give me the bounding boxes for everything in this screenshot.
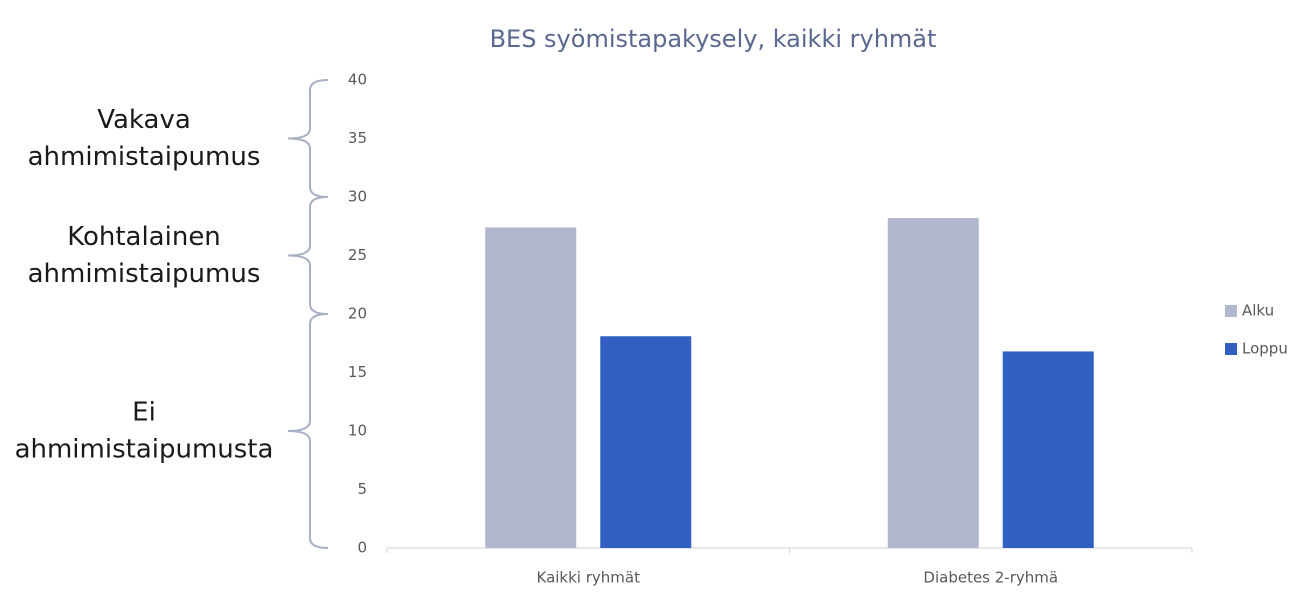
x-tick-label: Diabetes 2-ryhmä [923,569,1058,587]
y-tick-label: 5 [357,480,367,498]
y-tick-label: 20 [348,305,367,323]
brace [287,313,329,549]
bar [887,218,979,548]
y-tick-label: 0 [357,539,367,557]
annotation-label: ahmimistaipumus [28,142,261,172]
brace [287,196,329,315]
y-tick-label: 25 [348,246,367,264]
legend-swatch [1225,305,1237,317]
bar [1002,351,1094,548]
y-tick-label: 10 [348,422,367,440]
y-tick-label: 40 [348,71,367,89]
brace [287,79,329,198]
chart-title: BES syömistapakysely, kaikki ryhmät [490,25,937,53]
legend-swatch [1225,343,1237,355]
legend-label: Loppu [1242,340,1288,358]
annotation-label: ahmimistaipumus [28,259,261,289]
x-tick-label: Kaikki ryhmät [537,569,641,587]
annotation-label: Ei [132,398,156,428]
annotation-label: Kohtalainen [67,222,221,252]
bar [485,227,577,549]
y-tick-label: 30 [348,188,367,206]
y-tick-label: 15 [348,363,367,381]
annotation-label: Vakava [97,105,191,135]
bar [600,336,692,548]
annotation-label: ahmimistaipumusta [15,435,274,465]
y-tick-label: 35 [348,129,367,147]
legend-label: Alku [1242,302,1274,320]
